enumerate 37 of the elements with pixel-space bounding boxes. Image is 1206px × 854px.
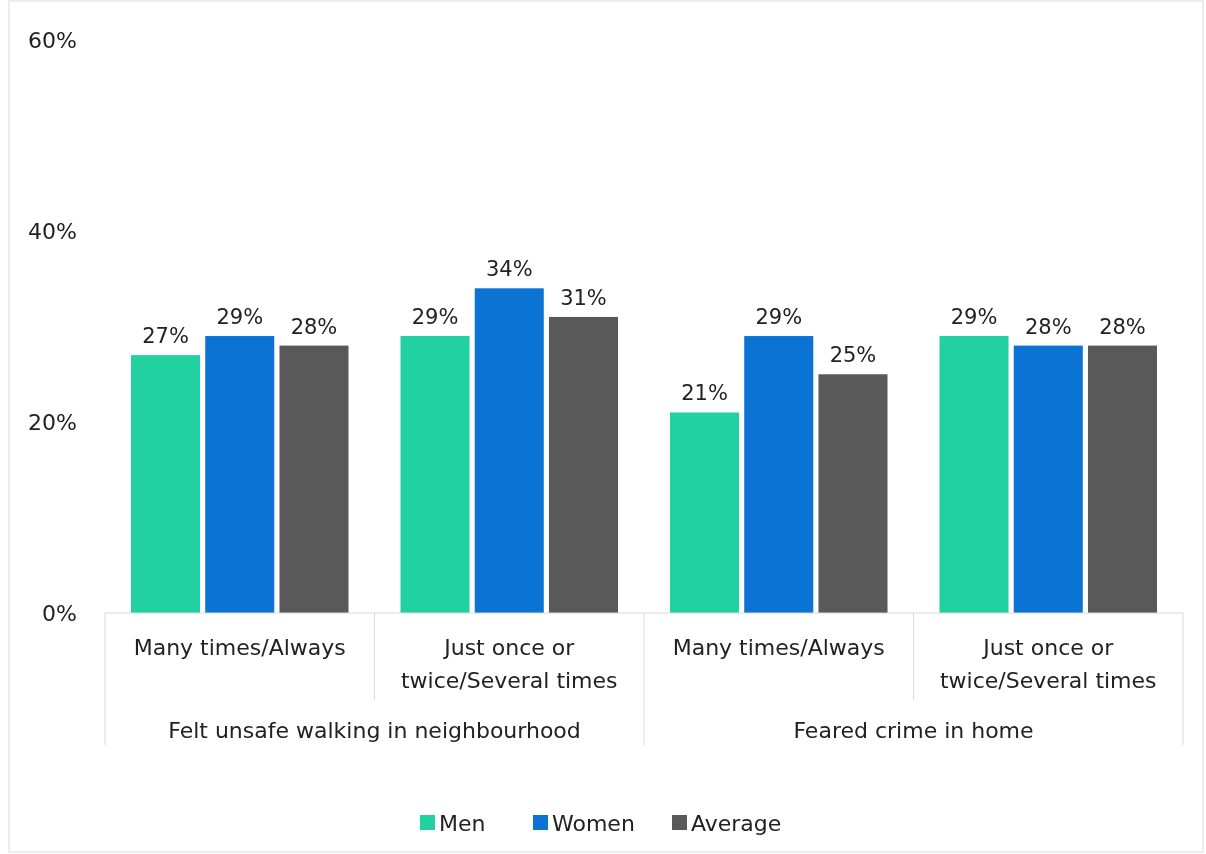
data-label: 25%	[829, 343, 877, 368]
x-tick-label: Just once or twice/Several times	[400, 635, 618, 693]
data-label: 29%	[411, 305, 459, 330]
data-label: 21%	[681, 381, 728, 406]
y-tick-label: 20%	[28, 410, 77, 435]
y-tick-label: 60%	[28, 28, 77, 53]
text: Feared crime in home	[793, 718, 1034, 743]
bar	[548, 316, 618, 613]
bar	[670, 412, 740, 613]
text: Felt unsafe walking in neighbourhood	[168, 718, 581, 743]
bar	[279, 345, 349, 613]
legend-label: Women	[552, 811, 635, 836]
x-tick-label: Many times/Always	[133, 635, 346, 660]
data-label: 27%	[142, 324, 189, 349]
data-label: 34%	[485, 257, 533, 282]
bar	[939, 336, 1009, 613]
y-tick-label: 40%	[28, 219, 77, 244]
x-tick-label: Many times/Always	[672, 635, 885, 660]
bar	[400, 336, 470, 613]
legend-label: Average	[691, 811, 782, 836]
y-tick-label: 0%	[42, 601, 77, 626]
data-label: 29%	[950, 305, 998, 330]
bar	[1087, 345, 1157, 613]
bar	[1013, 345, 1083, 613]
data-label: 28%	[290, 314, 338, 339]
data-label: 28%	[1024, 314, 1072, 339]
bar	[818, 374, 888, 613]
data-label: 28%	[1099, 314, 1146, 339]
bar	[474, 288, 544, 613]
data-label: 29%	[216, 305, 264, 330]
data-label: 31%	[560, 285, 607, 310]
data-label: 29%	[755, 305, 803, 330]
bar	[744, 336, 814, 613]
bar	[205, 336, 275, 613]
legend-label: Men	[439, 811, 486, 836]
bar	[131, 355, 201, 613]
x-tick-label: Just once or twice/Several times	[939, 635, 1157, 693]
